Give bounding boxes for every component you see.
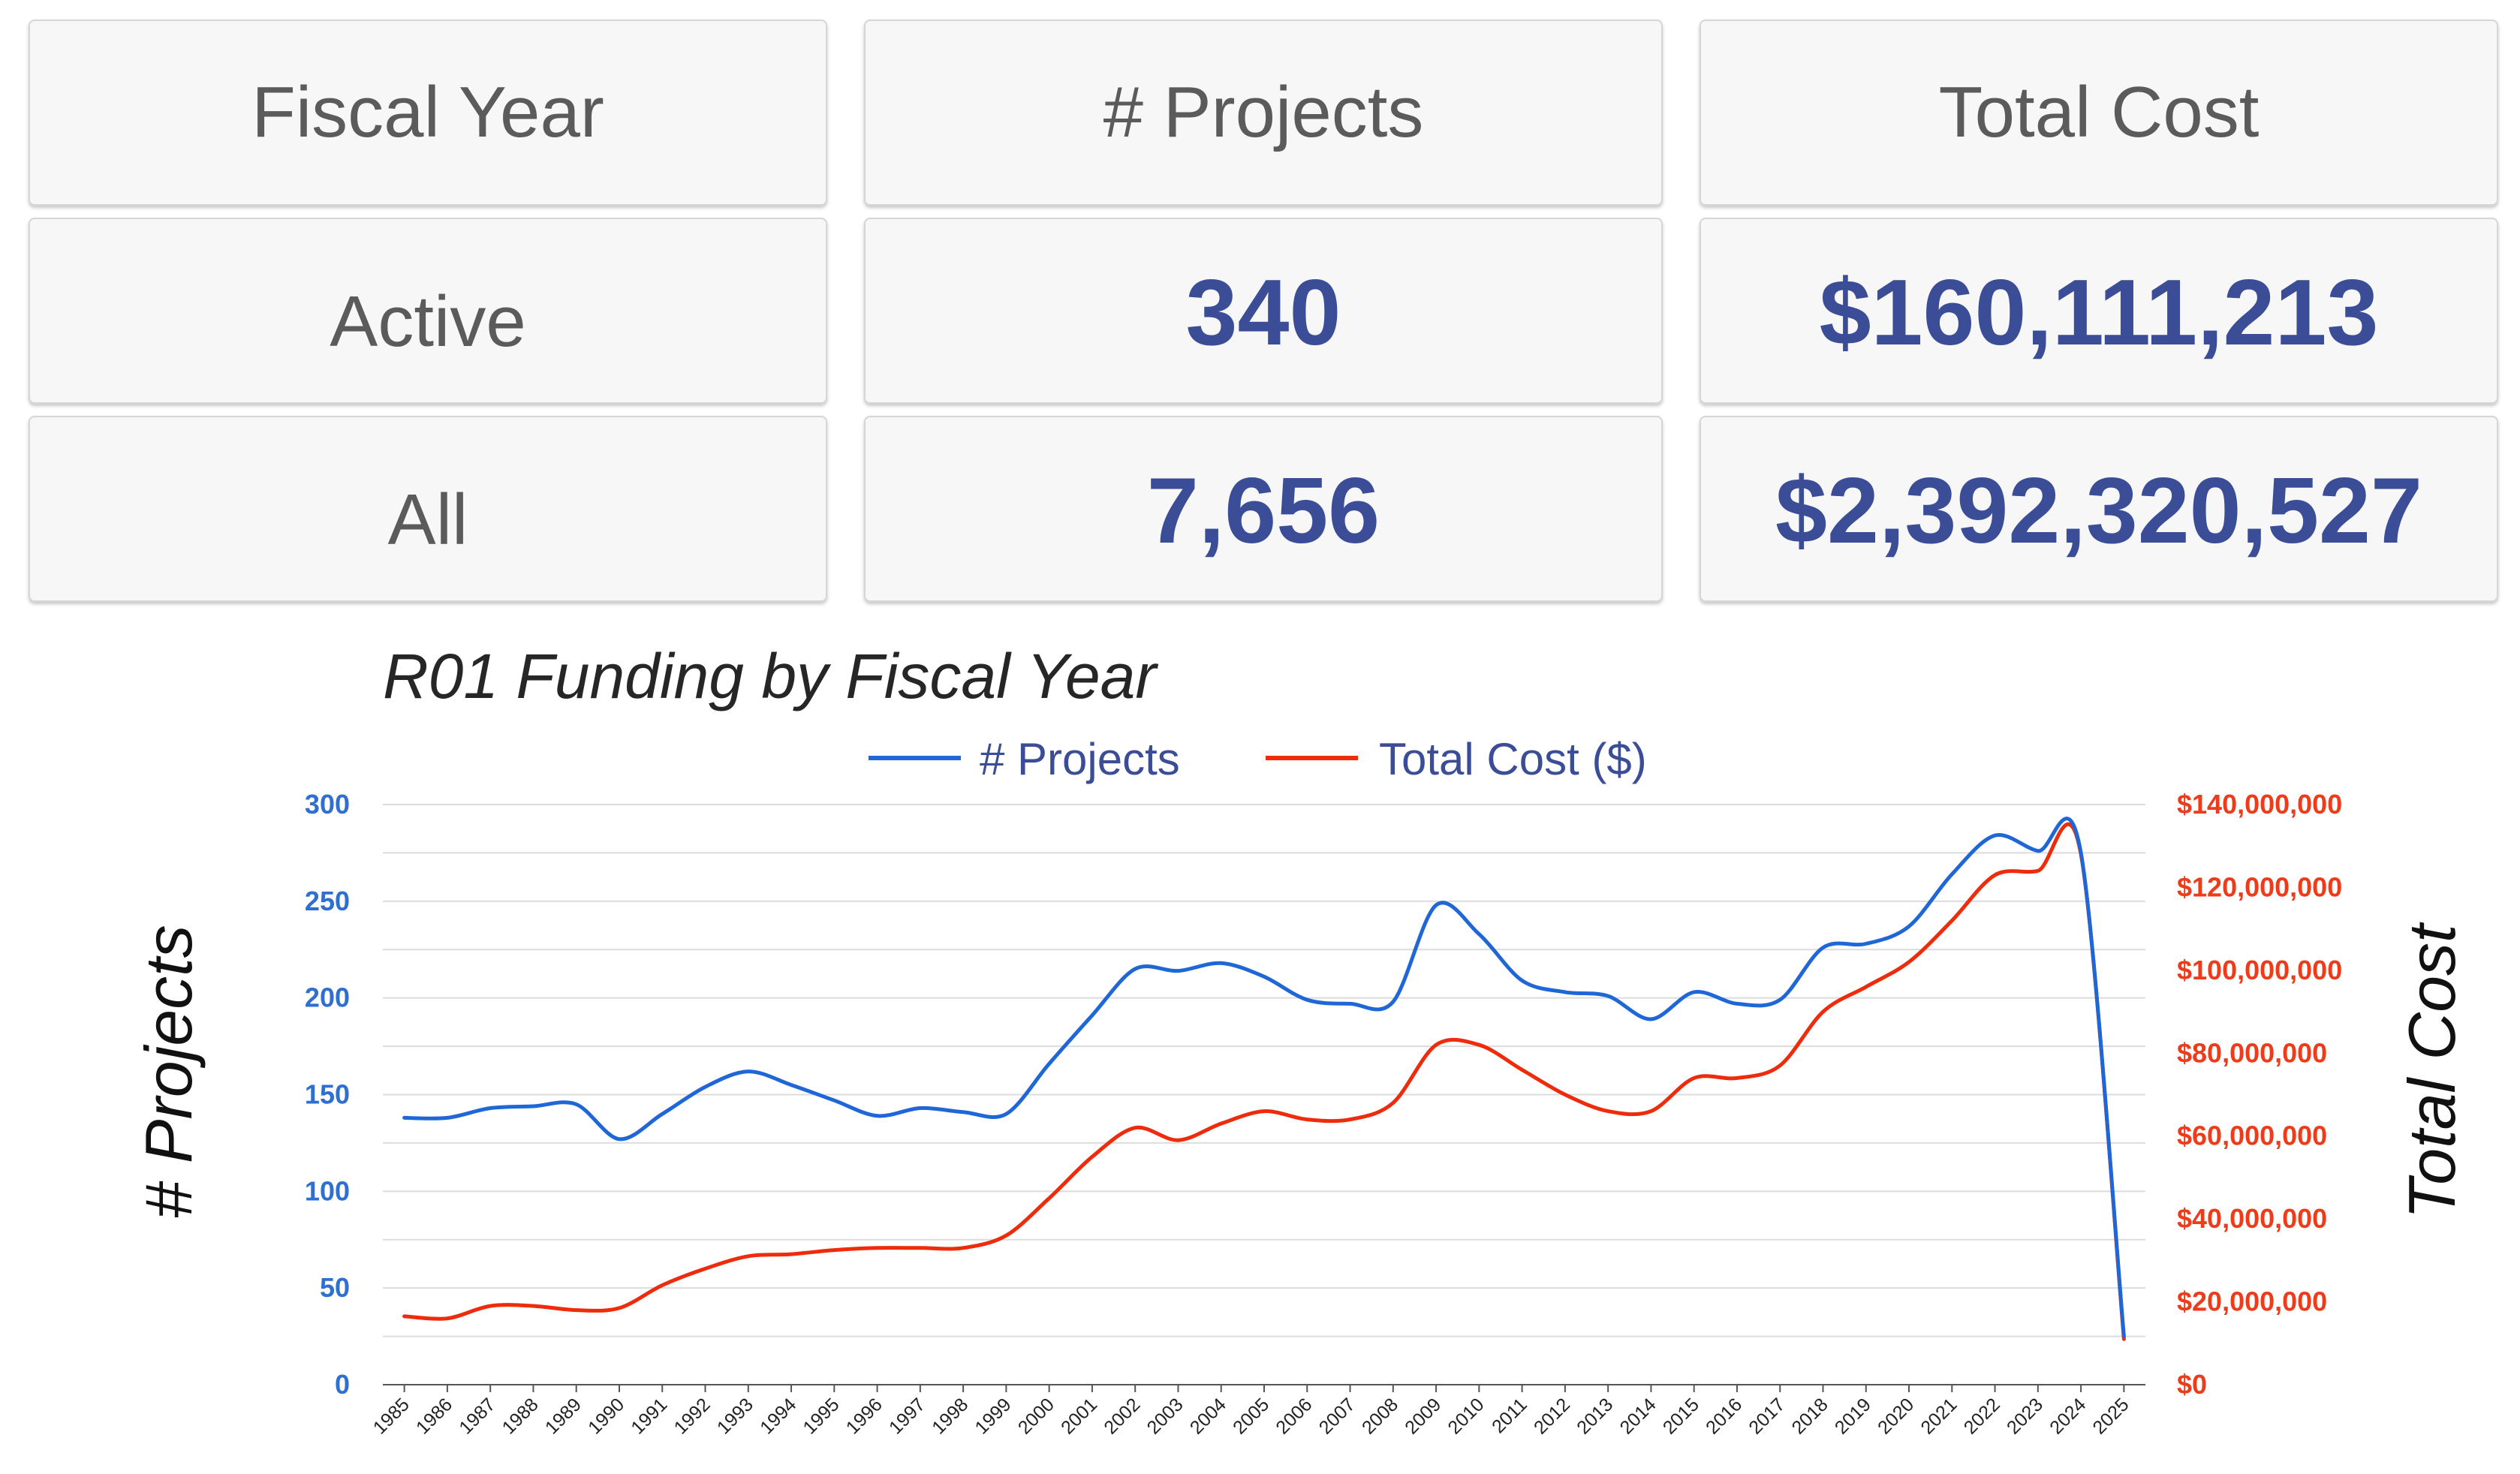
y-right-tick-label: $40,000,000 bbox=[2177, 1203, 2327, 1234]
x-tick-label: 1996 bbox=[842, 1394, 887, 1438]
x-tick-label: 1985 bbox=[369, 1394, 414, 1438]
chart-title: R01 Funding by Fiscal Year bbox=[383, 641, 1158, 711]
x-tick-label: 2019 bbox=[1831, 1394, 1875, 1438]
y-right-tick-label: $0 bbox=[2177, 1369, 2207, 1400]
x-tick-label: 2010 bbox=[1444, 1394, 1488, 1438]
all-label-card: All bbox=[29, 416, 827, 602]
y-left-tick-label: 50 bbox=[320, 1272, 350, 1303]
y-axis-right-ticks: $0 $20,000,000 $40,000,000 $60,000,000 $80,0… bbox=[2177, 789, 2342, 1400]
x-tick-label: 1986 bbox=[412, 1394, 456, 1438]
x-tick-label: 2007 bbox=[1315, 1394, 1359, 1438]
header-projects-card: # Projects bbox=[864, 20, 1663, 206]
x-tick-label: 1989 bbox=[541, 1394, 586, 1438]
x-tick-label: 2014 bbox=[1616, 1394, 1660, 1438]
x-tick-label: 1993 bbox=[713, 1394, 757, 1438]
header-projects: # Projects bbox=[1103, 72, 1424, 152]
row-label-all: All bbox=[387, 480, 468, 560]
total-cost-series-line[interactable] bbox=[402, 822, 2126, 1341]
y-left-tick-label: 300 bbox=[305, 789, 350, 820]
x-tick-label: 1995 bbox=[799, 1394, 843, 1438]
active-projects-card: 340 bbox=[864, 218, 1663, 404]
x-tick-label: 1991 bbox=[627, 1394, 671, 1438]
x-tick-label: 1992 bbox=[670, 1394, 715, 1438]
legend-cost-label[interactable]: Total Cost ($) bbox=[1379, 734, 1647, 784]
all-projects-value: 7,656 bbox=[1146, 459, 1380, 563]
y-left-tick-label: 0 bbox=[335, 1369, 350, 1400]
summary-table: Fiscal Year # Projects Total Cost Active… bbox=[29, 20, 2498, 602]
x-tick-label: 1999 bbox=[971, 1394, 1016, 1438]
active-projects-value: 340 bbox=[1185, 261, 1341, 365]
all-projects-card: 7,656 bbox=[864, 416, 1663, 602]
row-label-active: Active bbox=[330, 281, 526, 362]
y-right-tick-label: $120,000,000 bbox=[2177, 871, 2342, 902]
series-layer bbox=[402, 817, 2126, 1341]
y-axis-left-ticks: 0 50 100 150 200 250 300 bbox=[305, 789, 350, 1400]
x-tick-label: 2020 bbox=[1874, 1394, 1918, 1438]
x-tick-label: 2001 bbox=[1057, 1394, 1101, 1438]
x-tick-label: 2025 bbox=[2088, 1394, 2133, 1438]
header-fiscal-year-card: Fiscal Year bbox=[29, 20, 827, 206]
y-right-tick-label: $140,000,000 bbox=[2177, 789, 2342, 820]
y-axis-right-title: Total Cost bbox=[2395, 922, 2469, 1220]
x-tick-label: 2016 bbox=[1702, 1394, 1746, 1438]
x-tick-label: 2004 bbox=[1186, 1394, 1230, 1438]
header-fiscal-year: Fiscal Year bbox=[251, 72, 604, 152]
legend: # Projects Total Cost ($) bbox=[869, 734, 1647, 784]
x-tick-label: 2011 bbox=[1488, 1394, 1531, 1437]
y-right-tick-label: $60,000,000 bbox=[2177, 1121, 2327, 1151]
y-left-tick-label: 150 bbox=[305, 1079, 350, 1110]
active-label-card: Active bbox=[29, 218, 827, 404]
x-tick-label: 2013 bbox=[1573, 1394, 1617, 1438]
x-tick-label: 2015 bbox=[1659, 1394, 1703, 1438]
x-tick-label: 1987 bbox=[455, 1394, 499, 1438]
legend-projects-label[interactable]: # Projects bbox=[980, 734, 1180, 784]
all-cost-value: $2,392,320,527 bbox=[1775, 459, 2422, 563]
x-tick-label: 2017 bbox=[1745, 1394, 1789, 1438]
x-tick-label: 2008 bbox=[1358, 1394, 1402, 1438]
active-cost-card: $160,111,213 bbox=[1700, 218, 2498, 404]
active-cost-value: $160,111,213 bbox=[1819, 261, 2379, 365]
x-axis-ticks: 1985198619871988198919901991199219931994… bbox=[369, 1385, 2133, 1439]
y-axis-left-title: # Projects bbox=[131, 925, 206, 1218]
x-tick-label: 2012 bbox=[1530, 1394, 1574, 1438]
x-tick-label: 2023 bbox=[2003, 1394, 2047, 1438]
x-tick-label: 2009 bbox=[1401, 1394, 1445, 1438]
y-right-tick-label: $20,000,000 bbox=[2177, 1286, 2327, 1317]
header-total-cost: Total Cost bbox=[1938, 72, 2260, 152]
x-tick-label: 2003 bbox=[1143, 1394, 1188, 1438]
funding-chart: R01 Funding by Fiscal Year # Projects To… bbox=[131, 641, 2469, 1439]
x-tick-label: 2018 bbox=[1788, 1394, 1832, 1438]
x-tick-label: 1998 bbox=[928, 1394, 972, 1438]
y-left-tick-label: 200 bbox=[305, 982, 350, 1013]
grid-lines bbox=[383, 804, 2145, 1385]
header-total-cost-card: Total Cost bbox=[1700, 20, 2498, 206]
x-tick-label: 2002 bbox=[1100, 1394, 1144, 1438]
x-tick-label: 2005 bbox=[1229, 1394, 1273, 1438]
x-tick-label: 2022 bbox=[1960, 1394, 2004, 1438]
x-tick-label: 2021 bbox=[1916, 1394, 1961, 1438]
all-cost-card: $2,392,320,527 bbox=[1700, 416, 2498, 602]
y-left-tick-label: 100 bbox=[305, 1175, 350, 1206]
y-right-tick-label: $80,000,000 bbox=[2177, 1037, 2327, 1068]
x-tick-label: 1990 bbox=[584, 1394, 628, 1438]
x-tick-label: 2000 bbox=[1014, 1394, 1058, 1438]
projects-series-line[interactable] bbox=[402, 817, 2126, 1339]
y-right-tick-label: $100,000,000 bbox=[2177, 955, 2342, 985]
x-tick-label: 2006 bbox=[1272, 1394, 1316, 1438]
x-tick-label: 1994 bbox=[756, 1394, 800, 1438]
x-tick-label: 1997 bbox=[885, 1394, 929, 1438]
x-tick-label: 2024 bbox=[2046, 1394, 2090, 1438]
y-left-tick-label: 250 bbox=[305, 886, 350, 916]
x-tick-label: 1988 bbox=[498, 1394, 543, 1438]
